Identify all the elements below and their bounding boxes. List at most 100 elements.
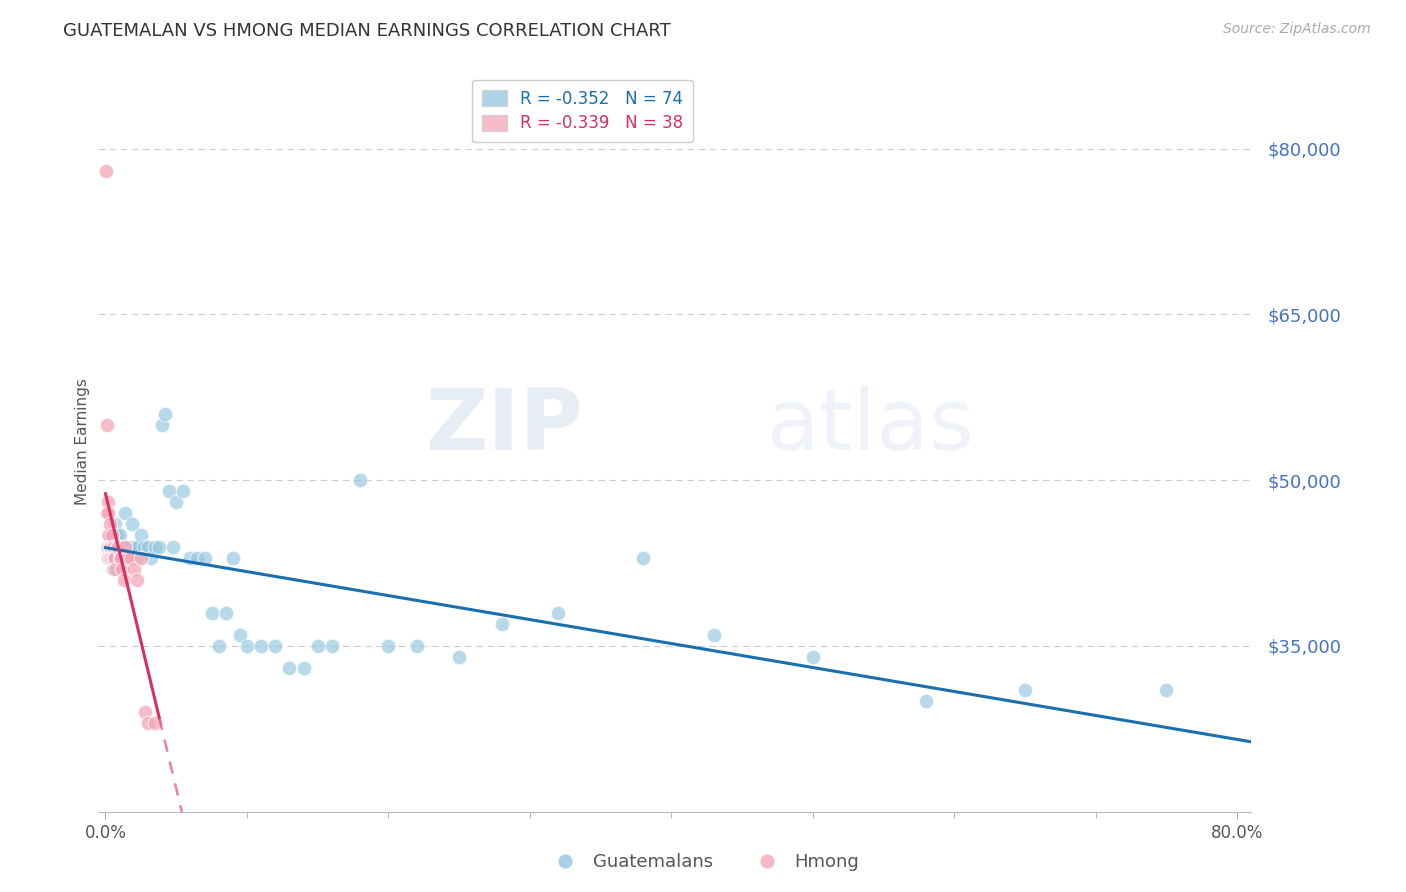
Hmong [115, 550, 138, 565]
Guatemalans [124, 540, 146, 554]
Guatemalans [110, 540, 132, 554]
Hmong [97, 540, 120, 554]
Guatemalans [491, 616, 513, 631]
Guatemalans [915, 694, 938, 708]
Guatemalans [150, 417, 173, 432]
Guatemalans [129, 528, 152, 542]
Guatemalans [143, 540, 166, 554]
Guatemalans [449, 650, 471, 665]
Guatemalans [103, 550, 125, 565]
Hmong [98, 517, 121, 532]
Guatemalans [107, 540, 129, 554]
Text: ZIP: ZIP [425, 385, 582, 468]
Guatemalans [97, 540, 120, 554]
Hmong [104, 561, 127, 575]
Guatemalans [115, 540, 138, 554]
Guatemalans [292, 661, 315, 675]
Hmong [136, 716, 159, 731]
Guatemalans [98, 528, 121, 542]
Text: Source: ZipAtlas.com: Source: ZipAtlas.com [1223, 22, 1371, 37]
Guatemalans [101, 528, 124, 542]
Guatemalans [132, 540, 155, 554]
Guatemalans [222, 550, 245, 565]
Guatemalans [172, 484, 194, 499]
Guatemalans [112, 540, 135, 554]
Guatemalans [703, 628, 725, 642]
Guatemalans [208, 639, 231, 653]
Hmong [98, 540, 121, 554]
Guatemalans [108, 528, 131, 542]
Guatemalans [136, 540, 159, 554]
Hmong [97, 495, 120, 509]
Guatemalans [307, 639, 329, 653]
Hmong [101, 550, 124, 565]
Guatemalans [117, 540, 139, 554]
Guatemalans [111, 550, 134, 565]
Hmong [110, 550, 132, 565]
Hmong [112, 573, 135, 587]
Hmong [101, 528, 124, 542]
Hmong [100, 550, 122, 565]
Hmong [108, 550, 131, 565]
Guatemalans [157, 484, 180, 499]
Hmong [111, 561, 134, 575]
Guatemalans [125, 550, 148, 565]
Hmong [96, 507, 118, 521]
Hmong [97, 528, 120, 542]
Guatemalans [547, 606, 569, 620]
Text: GUATEMALAN VS HMONG MEDIAN EARNINGS CORRELATION CHART: GUATEMALAN VS HMONG MEDIAN EARNINGS CORR… [63, 22, 671, 40]
Hmong [97, 507, 120, 521]
Guatemalans [165, 495, 187, 509]
Guatemalans [96, 540, 118, 554]
Guatemalans [349, 473, 371, 487]
Guatemalans [111, 561, 134, 575]
Guatemalans [104, 517, 127, 532]
Hmong [120, 550, 142, 565]
Hmong [100, 540, 122, 554]
Hmong [125, 573, 148, 587]
Guatemalans [193, 550, 215, 565]
Guatemalans [162, 540, 184, 554]
Guatemalans [115, 550, 138, 565]
Guatemalans [100, 550, 122, 565]
Guatemalans [101, 561, 124, 575]
Guatemalans [121, 517, 143, 532]
Guatemalans [631, 550, 654, 565]
Hmong [104, 550, 127, 565]
Guatemalans [108, 540, 131, 554]
Guatemalans [250, 639, 273, 653]
Hmong [96, 417, 118, 432]
Guatemalans [127, 540, 149, 554]
Guatemalans [110, 550, 132, 565]
Guatemalans [98, 550, 121, 565]
Guatemalans [321, 639, 343, 653]
Guatemalans [112, 550, 135, 565]
Guatemalans [105, 540, 128, 554]
Hmong [114, 540, 136, 554]
Hmong [143, 716, 166, 731]
Guatemalans [179, 550, 201, 565]
Hmong [100, 540, 122, 554]
Hmong [97, 550, 120, 565]
Guatemalans [278, 661, 301, 675]
Guatemalans [229, 628, 252, 642]
Guatemalans [103, 540, 125, 554]
Guatemalans [186, 550, 208, 565]
Guatemalans [236, 639, 259, 653]
Guatemalans [153, 407, 176, 421]
Legend: R = -0.352   N = 74, R = -0.339   N = 38: R = -0.352 N = 74, R = -0.339 N = 38 [472, 79, 693, 143]
Hmong [98, 528, 121, 542]
Guatemalans [1156, 683, 1178, 698]
Hmong [129, 550, 152, 565]
Guatemalans [801, 650, 824, 665]
Guatemalans [114, 507, 136, 521]
Hmong [122, 561, 145, 575]
Guatemalans [100, 540, 122, 554]
Guatemalans [405, 639, 427, 653]
Hmong [105, 540, 128, 554]
Guatemalans [215, 606, 238, 620]
Text: atlas: atlas [768, 385, 976, 468]
Guatemalans [120, 540, 142, 554]
Guatemalans [200, 606, 222, 620]
Guatemalans [105, 528, 128, 542]
